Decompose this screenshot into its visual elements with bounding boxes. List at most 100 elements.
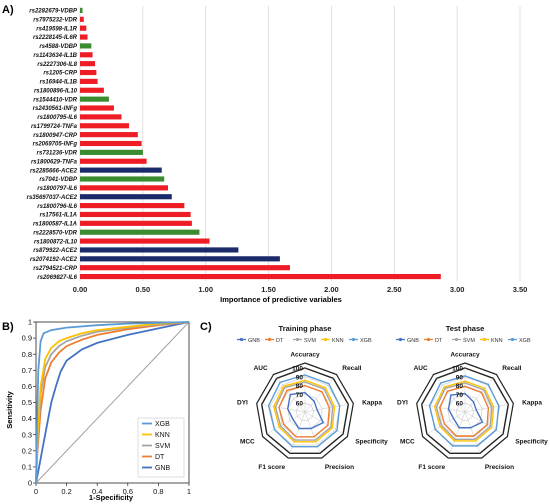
- category-label: rs2227306-IL8: [37, 62, 77, 68]
- panel-c-letter: C): [200, 321, 212, 333]
- category-label: rs1800947-CRP: [33, 133, 78, 139]
- roc-chart-axes: [33, 321, 190, 486]
- radar-tick-label: 60: [296, 401, 304, 408]
- category-label: rs731236-VDR: [37, 151, 78, 157]
- radar-series-xgb: [428, 375, 500, 447]
- bar: [80, 52, 93, 58]
- roc-chart: 0 0.2 0.4 0.6 0.8 1 0 0.1 0.2 0.3 0.4 0.5 0.6 0.7 0.8 0…: [5, 318, 191, 502]
- legend-label: DT: [155, 454, 165, 461]
- bar: [80, 247, 239, 253]
- bar: [80, 194, 172, 200]
- bar: [80, 16, 84, 22]
- category-label: rs2069827-IL6: [37, 275, 77, 281]
- bar: [80, 167, 162, 173]
- bar: [80, 211, 191, 218]
- bar: [80, 34, 88, 40]
- legend-label: GNB: [248, 338, 260, 344]
- x-tick-label: 2.50: [387, 285, 402, 294]
- x-tick-label: 3.00: [450, 285, 465, 294]
- y-tick-label: 0.9: [22, 334, 32, 343]
- radar-grid-ring: [260, 367, 350, 454]
- legend-marker: [351, 337, 356, 342]
- radar-outer-frame: [416, 362, 514, 459]
- category-label: rs1800797-IL6: [37, 186, 77, 192]
- radar-spoke: [266, 411, 306, 435]
- bar: [80, 185, 168, 191]
- radar-axis-label: AUC: [254, 365, 268, 372]
- x-tick-label: 0.4: [92, 487, 102, 496]
- roc-curve-knn: [35, 321, 190, 484]
- legend-label: GNB: [155, 465, 171, 472]
- radar-axis-label: Accuracy: [290, 352, 320, 359]
- legend-marker: [295, 337, 300, 342]
- roc-chart-tick-labels: 0 0.2 0.4 0.6 0.8 1 0 0.1 0.2 0.3 0.4 0.5 0.6 0.7 0.8 0…: [22, 318, 192, 496]
- bar-chart-category-labels: rs2282679-VDBP rs7975232-VDR rs419598-IL1R…: [27, 9, 78, 281]
- radar-axis-label: MCC: [400, 439, 415, 446]
- bar: [80, 176, 165, 182]
- x-tick-label: 1.00: [198, 285, 213, 294]
- radar-axis-label: Recall: [502, 365, 521, 372]
- radar-axis-label: MCC: [240, 439, 255, 446]
- roc-curve-gnb: [35, 321, 190, 484]
- x-tick-label: 1: [187, 487, 191, 496]
- radar-grid-ring: [420, 367, 510, 454]
- roc-curve-xgb: [35, 321, 190, 484]
- panel-a-letter: A): [2, 4, 14, 16]
- radar-axis-label: Precision: [325, 464, 354, 471]
- roc-chart-curves: [35, 321, 190, 484]
- radar-series-gnb: [286, 391, 325, 430]
- legend-marker: [510, 337, 515, 342]
- feature-importance-chart: rs2282679-VDBP rs7975232-VDR rs419598-IL1R…: [27, 6, 528, 304]
- bar-chart-bars: [80, 7, 441, 280]
- category-label: rs2282679-VDBP: [29, 9, 78, 15]
- category-label: rs17561-IL1A: [40, 213, 77, 219]
- radar-grid-ring: [295, 402, 315, 421]
- radar-series-knn: [433, 380, 495, 442]
- radar-grid-ring: [269, 376, 341, 446]
- radar-axis-label: Recall: [342, 365, 361, 372]
- legend-marker: [398, 337, 403, 342]
- category-label: rs2285666-ACE2: [30, 168, 78, 174]
- x-tick-label: 0.2: [61, 487, 71, 496]
- radar-axis-label: Specificity: [355, 439, 388, 446]
- bar-chart-gridlines: [79, 6, 521, 281]
- x-tick-label: 0.00: [73, 285, 88, 294]
- radar-axis-label: Precision: [485, 464, 514, 471]
- category-label: rs7975232-VDR: [33, 18, 77, 24]
- radar-axis-label: DYI: [397, 399, 408, 406]
- y-tick-label: 1: [28, 318, 32, 327]
- radar-tick-label: 70: [456, 392, 464, 399]
- bar: [80, 238, 210, 244]
- radar-series-svm: [435, 382, 493, 440]
- radar-title: Training phase: [279, 324, 332, 333]
- category-label: rs2074192-ACE2: [30, 257, 78, 263]
- legend-marker: [267, 337, 272, 342]
- radar-axis-label: AUC: [414, 365, 428, 372]
- bar: [80, 43, 92, 49]
- bar: [80, 158, 147, 164]
- roc-curve-dt: [35, 321, 190, 484]
- y-tick-label: 0.3: [22, 430, 32, 439]
- legend-marker: [482, 337, 487, 342]
- chance-diagonal: [35, 321, 190, 484]
- x-tick-label: 0.6: [123, 487, 133, 496]
- radar-tick-label: 80: [296, 383, 304, 390]
- bar: [80, 203, 185, 209]
- legend-label: SVM: [155, 443, 170, 450]
- category-label: rs1800629-TNFa: [31, 159, 78, 165]
- radar-series-xgb: [267, 374, 341, 448]
- bar-chart-x-tick-labels: 0.00 0.50 1.00 1.50 2.00 2.50 3.00 3.50: [73, 285, 528, 294]
- y-tick-label: 0.6: [22, 382, 32, 391]
- legend-marker: [323, 337, 328, 342]
- radar-axis-label: DYI: [237, 399, 248, 406]
- radar-series-gnb: [447, 392, 484, 429]
- legend-label: KNN: [155, 432, 170, 439]
- legend-label: SVM: [463, 338, 475, 344]
- bar: [80, 87, 104, 93]
- y-tick-label: 0: [28, 479, 32, 488]
- y-tick-label: 0.4: [22, 414, 32, 423]
- category-label: rs4588-VDBP: [39, 44, 78, 50]
